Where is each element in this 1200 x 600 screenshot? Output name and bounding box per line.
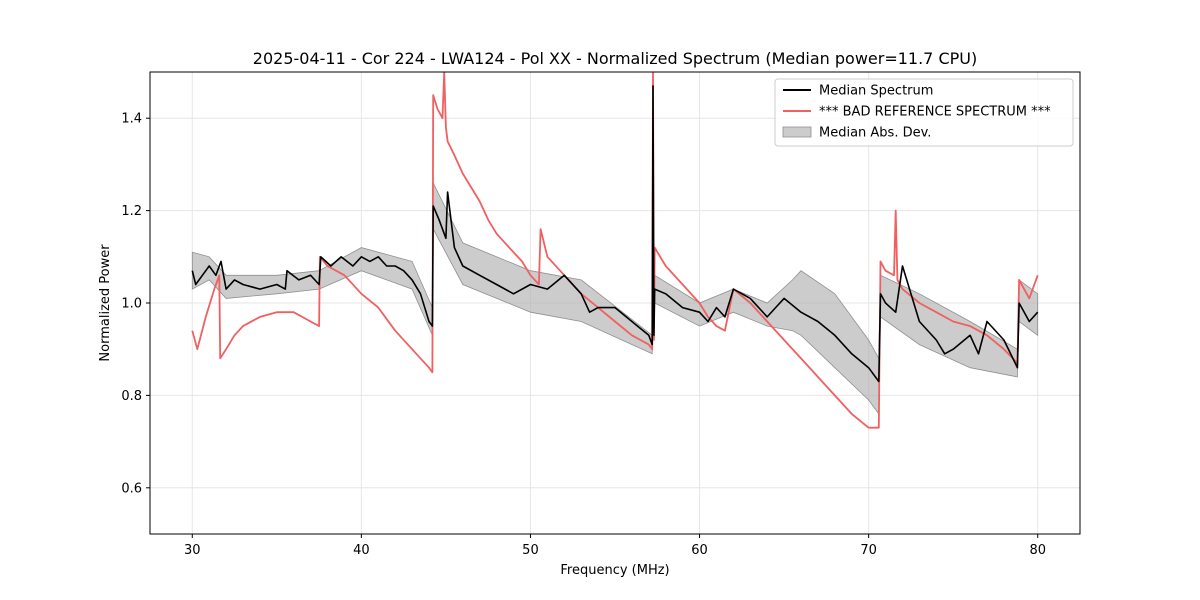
mad-band [191,182,1039,416]
x-tick-label: 80 [1029,543,1046,558]
legend-entry-label: Median Abs. Dev. [819,126,931,141]
x-tick-label: 30 [184,543,201,558]
y-tick-label: 1.0 [121,297,142,312]
y-tick-label: 1.2 [121,204,142,219]
legend-swatch-mad [782,126,812,138]
series-layer [191,72,1039,429]
y-axis: 0.6 0.8 1.0 1.2 1.4 [121,112,150,496]
y-axis-label: Normalized Power [98,244,113,362]
mad-band-layer [191,182,1039,416]
legend-entry-label: Median Spectrum [819,84,933,99]
y-tick-label: 0.6 [121,481,142,496]
legend-box [774,78,1074,147]
chart-title: 2025-04-11 - Cor 224 - LWA124 - Pol XX -… [253,49,977,68]
x-axis-label: Frequency (MHz) [560,563,669,578]
y-tick-label: 1.4 [121,112,142,127]
legend: Median Spectrum *** BAD REFERENCE SPECTRU… [774,78,1074,147]
y-tick-label: 0.8 [121,389,142,404]
x-tick-label: 60 [691,543,708,558]
median-spectrum-line [191,85,1039,383]
x-tick-label: 40 [353,543,370,558]
x-tick-label: 50 [522,543,539,558]
x-tick-label: 70 [860,543,877,558]
x-axis: 30 40 50 60 70 80 [184,534,1046,558]
legend-entry-label: *** BAD REFERENCE SPECTRUM *** [819,105,1051,120]
